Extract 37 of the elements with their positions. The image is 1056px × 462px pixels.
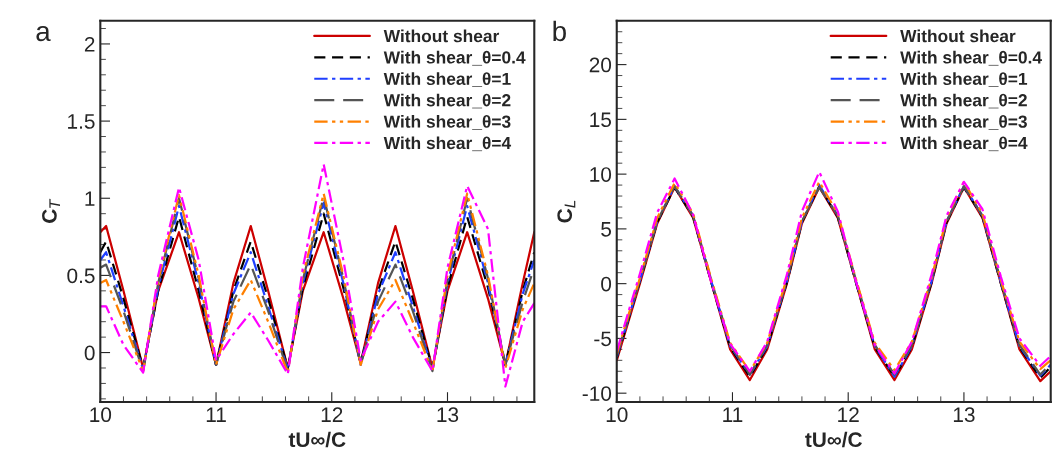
x-tick-label: 13: [953, 407, 975, 423]
y-tick-label: -5: [594, 331, 612, 347]
y-tick-label: 20: [589, 57, 612, 73]
legend-label: With shear_θ=3: [383, 115, 511, 130]
legend-label: With shear_θ=0.4: [383, 50, 526, 66]
legend-label: With shear_θ=2: [383, 93, 511, 109]
x-tick-label: 13: [437, 407, 459, 423]
x-axis-title: tU∞/C: [805, 431, 862, 448]
y-tick-label: 0.5: [67, 268, 95, 284]
legend-label: With shear_θ=0.4: [900, 50, 1042, 66]
y-axis-title: C$_{T}$: [42, 198, 60, 223]
y-tick-label: 0: [84, 345, 95, 361]
legend-label: With shear_θ=2: [900, 93, 1027, 109]
y-tick-label: 1.5: [68, 114, 95, 129]
legend-label: With shear_θ=4: [900, 136, 1028, 152]
y-tick-label: 15: [590, 112, 612, 128]
x-tick-label: 11: [206, 407, 226, 422]
y-tick-label: 0: [601, 276, 612, 292]
y-tick-label: 10: [590, 167, 612, 182]
legend-label: With shear_θ=4: [383, 136, 512, 152]
legend-label: With shear_θ=3: [900, 115, 1027, 130]
legend-label: With shear_θ=1: [383, 72, 511, 87]
x-tick-label: 12: [321, 407, 343, 422]
y-tick-label: 2: [84, 36, 95, 52]
x-axis-title: tU∞/C: [288, 431, 346, 448]
x-tick-label: 11: [723, 407, 743, 422]
line-series: [100, 163, 535, 388]
legend-label: With shear_θ=1: [900, 72, 1028, 87]
text: b: [553, 20, 566, 42]
x-tick-label: 12: [838, 407, 859, 422]
y-axis-title: C$_{L}$: [557, 200, 576, 223]
text: a: [36, 25, 51, 42]
y-tick-label: 5: [601, 222, 612, 237]
legend-label: Without shear: [383, 29, 500, 43]
y-tick-label: 1: [85, 191, 95, 206]
legend-label: Without shear: [900, 29, 1016, 43]
y-tick-label: -10: [582, 386, 612, 401]
